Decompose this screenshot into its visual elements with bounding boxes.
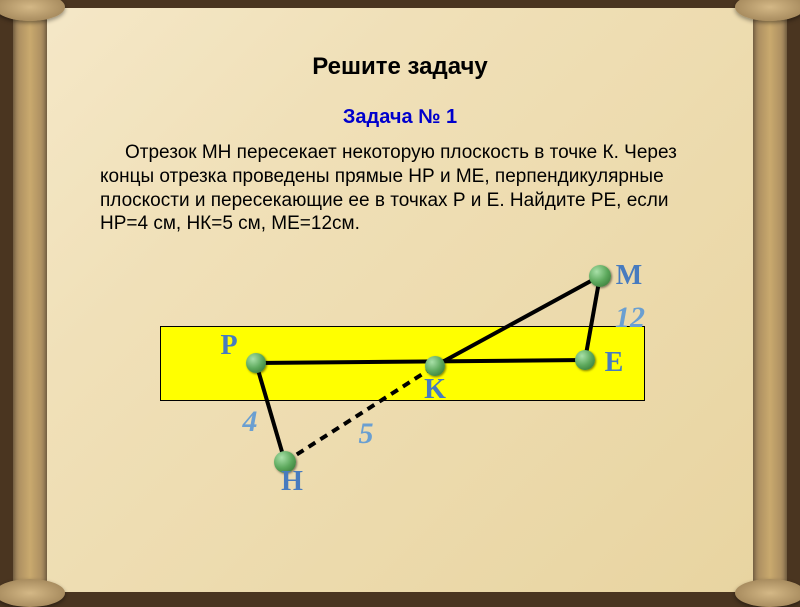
label-n4: 4 — [243, 405, 258, 439]
point-E — [575, 350, 595, 370]
page-title: Решите задачу — [100, 53, 700, 81]
point-M — [589, 265, 611, 287]
label-K: K — [424, 374, 446, 406]
label-n12: 12 — [615, 301, 645, 335]
label-E: E — [605, 347, 624, 379]
point-P — [246, 353, 266, 373]
label-P: P — [220, 330, 237, 362]
problem-text: Отрезок МН пересекает некоторую плоскост… — [100, 141, 700, 236]
parchment: Решите задачу Задача № 1 Отрезок МН пере… — [20, 8, 780, 592]
label-H: H — [281, 466, 303, 498]
scroll-left — [0, 0, 65, 607]
content-area: Решите задачу Задача № 1 Отрезок МН пере… — [100, 53, 700, 562]
problem-number: Задача № 1 — [100, 106, 700, 129]
label-M: M — [616, 260, 642, 292]
label-n5: 5 — [359, 417, 374, 451]
point-K — [425, 356, 445, 376]
diagram: PKEMH4512 — [120, 256, 680, 486]
scroll-right — [735, 0, 800, 607]
